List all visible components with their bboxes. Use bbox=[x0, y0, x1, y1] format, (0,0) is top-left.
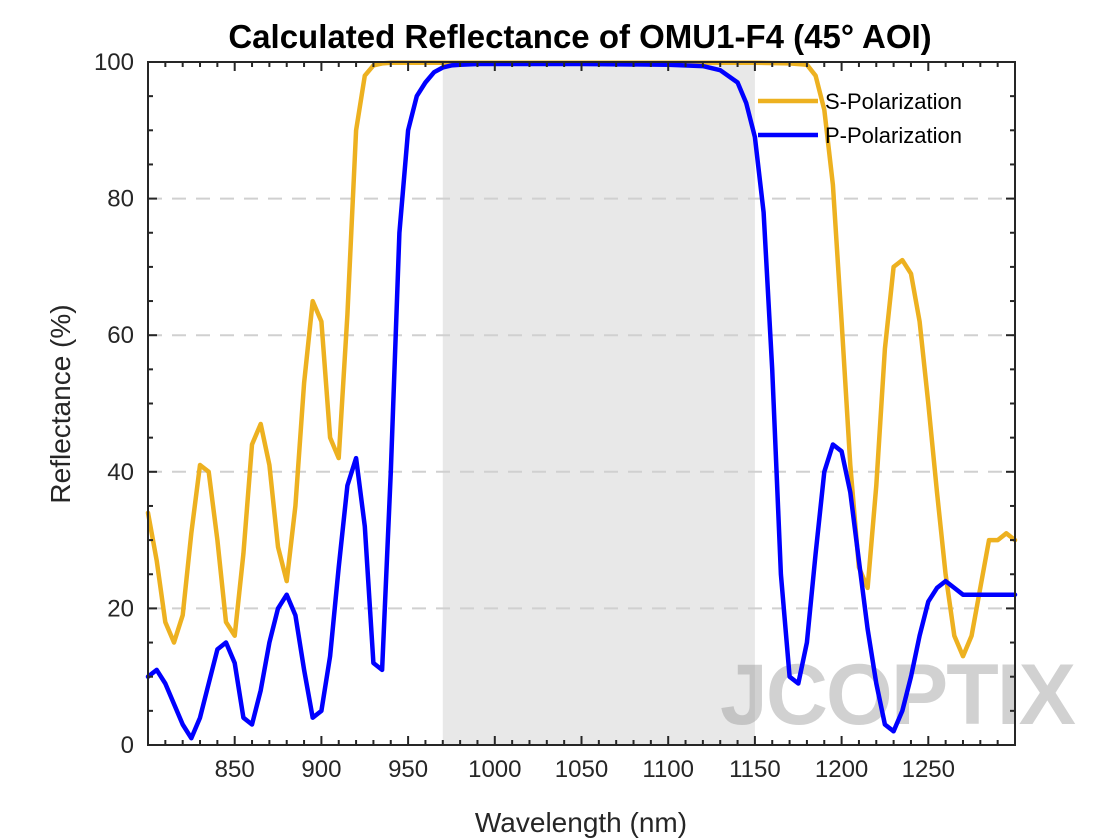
legend: S-Polarization P-Polarization bbox=[758, 89, 962, 148]
legend-label: S-Polarization bbox=[825, 89, 962, 114]
y-tick-label: 0 bbox=[121, 732, 134, 759]
y-tick-label: 100 bbox=[94, 49, 134, 76]
x-tick-label: 1050 bbox=[555, 756, 608, 783]
legend-label: P-Polarization bbox=[825, 123, 962, 148]
chart-title: Calculated Reflectance of OMU1-F4 (45° A… bbox=[228, 18, 931, 55]
x-tick-label: 1250 bbox=[902, 756, 955, 783]
x-axis-label: Wavelength (nm) bbox=[475, 807, 687, 838]
y-tick-label: 40 bbox=[107, 459, 134, 486]
x-tick-label: 950 bbox=[388, 756, 428, 783]
y-tick-labels: 0 20 40 60 80 100 bbox=[94, 49, 134, 759]
y-tick-label: 20 bbox=[107, 595, 134, 622]
jcoptix-watermark: JCOPTIX bbox=[720, 647, 1076, 743]
x-tick-labels: 850 900 950 1000 1050 1100 1150 1200 1250 bbox=[215, 756, 955, 783]
shaded-band bbox=[442, 62, 755, 745]
x-tick-label: 1150 bbox=[729, 756, 781, 783]
y-axis-label: Reflectance (%) bbox=[45, 304, 76, 503]
x-tick-label: 900 bbox=[301, 756, 341, 783]
y-tick-label: 80 bbox=[107, 186, 134, 213]
y-tick-label: 60 bbox=[107, 322, 134, 349]
x-tick-label: 1200 bbox=[815, 756, 868, 783]
x-tick-label: 1000 bbox=[468, 756, 521, 783]
axis-ticks bbox=[148, 62, 1015, 745]
series-line-p-polarization bbox=[145, 61, 1018, 741]
x-tick-label: 1100 bbox=[642, 756, 694, 783]
x-tick-label: 850 bbox=[215, 756, 255, 783]
